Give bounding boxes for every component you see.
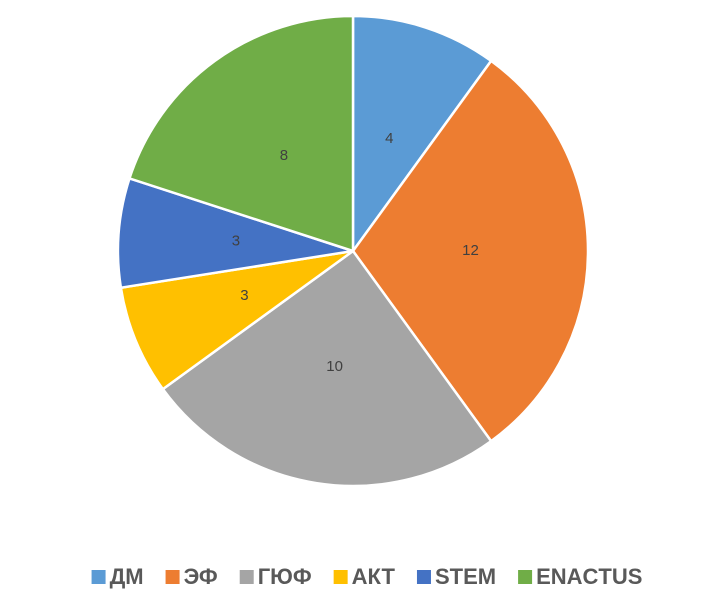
- legend-label: ЭФ: [184, 564, 218, 589]
- legend-label: STEM: [435, 564, 496, 589]
- legend-swatch: [165, 570, 180, 584]
- pie-slice: [116, 176, 354, 290]
- legend: ДМ ЭФ ГЮФ АКТ STEM ENACTUS: [91, 564, 642, 589]
- legend-label: ГЮФ: [258, 564, 312, 589]
- legend-label: ДМ: [110, 564, 144, 589]
- data-label: 10: [326, 358, 343, 375]
- legend-swatch: [518, 570, 533, 584]
- legend-swatch: [416, 570, 431, 584]
- legend-swatch: [239, 570, 254, 584]
- legend-label: ENACTUS: [536, 564, 642, 589]
- data-label: 3: [232, 233, 240, 250]
- legend-label: АКТ: [352, 564, 396, 589]
- pie-slice: [127, 14, 355, 253]
- pie-slice: [351, 14, 493, 255]
- data-label: 3: [240, 287, 248, 304]
- data-label: 8: [280, 147, 288, 164]
- legend-swatch: [91, 570, 106, 584]
- data-label: 12: [462, 242, 479, 259]
- pie-slice: [351, 59, 590, 443]
- pie-slice: [161, 249, 493, 488]
- pie-slice: [119, 249, 354, 391]
- data-label: 4: [385, 130, 393, 147]
- legend-swatch: [333, 570, 348, 584]
